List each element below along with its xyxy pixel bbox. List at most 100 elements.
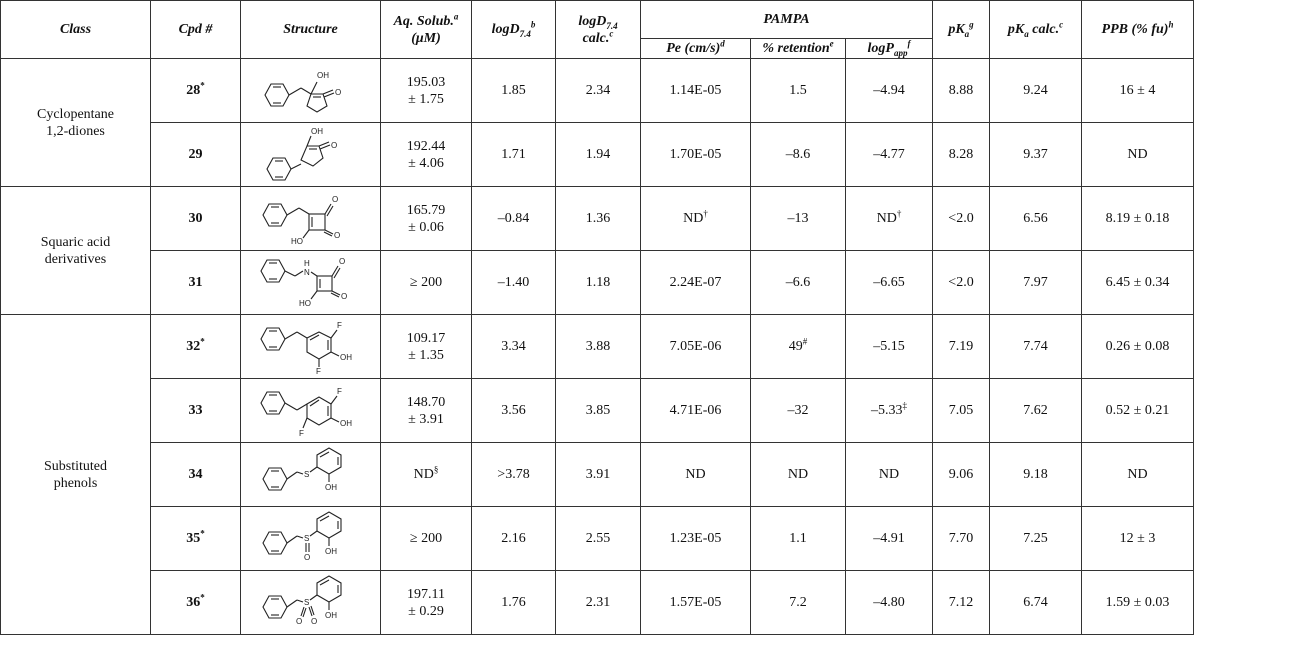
cpd-number: 30 [150,186,241,251]
pampa-pe: ND† [640,186,751,251]
molecule-28-icon: OH O [263,71,341,113]
svg-text:HO: HO [299,299,311,308]
table-row: Substituted phenols 32* F OH [0,314,1194,635]
pka: 8.28 [932,122,990,187]
svg-text:O: O [341,292,347,301]
table-row: 35* S O OH [1,506,1194,571]
pampa-logp: –4.91 [845,506,933,571]
col-header-logd-calc: logD7.4 calc.c [555,0,641,59]
pka: 7.70 [932,506,990,571]
pka-calc: 7.62 [989,378,1082,443]
aq-solubility: ≥ 200 [380,250,472,315]
pka-calc: 7.74 [989,314,1082,379]
pampa-logp: –4.94 [845,58,933,123]
pampa-retention: –13 [750,186,846,251]
pampa-retention: 7.2 [750,570,846,635]
ppb: 8.19 ± 0.18 [1081,186,1194,251]
pampa-logp: –4.77 [845,122,933,187]
logd: –0.84 [471,186,556,251]
svg-text:O: O [335,88,341,97]
cpd-number: 32* [150,314,241,379]
pka-calc: 9.24 [989,58,1082,123]
pka: 8.88 [932,58,990,123]
structure-cell: O O HO [240,186,381,251]
molecule-33-icon: F OH F [259,387,352,438]
cpd-number: 36* [150,570,241,635]
ppb: ND [1081,122,1194,187]
ppb: 1.59 ± 0.03 [1081,570,1194,635]
header-row: Class Cpd # Structure Aq. Solub.a (μM) lo… [0,0,1194,59]
molecule-32-icon: F OH F [259,321,352,376]
logd: >3.78 [471,442,556,507]
table-row: 36* S O O [1,570,1194,635]
svg-text:H: H [304,259,310,268]
pampa-logp: ND [845,442,933,507]
logd-calc: 3.91 [555,442,641,507]
logd-calc: 2.31 [555,570,641,635]
pampa-pe: 1.23E-05 [640,506,751,571]
structure-cell: OH O [240,122,381,187]
structure-cell: S O O OH [240,570,381,635]
molecule-31-icon: H N O O HO [259,257,347,308]
logd-calc: 1.36 [555,186,641,251]
cpd-number: 34 [150,442,241,507]
ppb: 16 ± 4 [1081,58,1194,123]
pampa-pe: 7.05E-06 [640,314,751,379]
logd-calc: 2.34 [555,58,641,123]
pampa-retention: 1.5 [750,58,846,123]
pampa-pe: 1.57E-05 [640,570,751,635]
svg-text:HO: HO [291,237,303,246]
ppb: 12 ± 3 [1081,506,1194,571]
cpd-number: 31 [150,250,241,315]
col-header-logp: logPappf [845,38,933,59]
col-header-pka-calc: pKa calc.c [989,0,1082,59]
svg-text:O: O [331,141,337,150]
svg-text:S: S [304,598,309,607]
cpd-number: 29 [150,122,241,187]
pka-calc: 9.18 [989,442,1082,507]
svg-text:O: O [304,553,310,562]
cpd-number: 33 [150,378,241,443]
col-header-retention: % retentione [750,38,846,59]
pka: 7.12 [932,570,990,635]
molecule-36-icon: S O O OH [261,574,342,626]
svg-text:OH: OH [325,483,337,492]
logd: 3.56 [471,378,556,443]
pka: <2.0 [932,186,990,251]
logd-calc: 3.85 [555,378,641,443]
ppb: 6.45 ± 0.34 [1081,250,1194,315]
aq-solubility: 109.17 ± 1.35 [380,314,472,379]
properties-table: Class Cpd # Structure Aq. Solub.a (μM) lo… [0,0,1194,635]
structure-cell: H N O O HO [240,250,381,315]
header-subrow: Pe (cm/s)d % retentione logPappf [1,38,1194,59]
svg-text:N: N [304,268,310,277]
pampa-retention: –8.6 [750,122,846,187]
molecule-34-icon: S OH [261,446,342,492]
table-row: Squaric acid derivatives 30 O O [0,186,1194,315]
pampa-logp: ND† [845,186,933,251]
aq-solubility: 165.79 ± 0.06 [380,186,472,251]
col-header-aq-solub: Aq. Solub.a (μM) [380,0,472,59]
pka: 9.06 [932,442,990,507]
pampa-pe: 1.70E-05 [640,122,751,187]
logd: 2.16 [471,506,556,571]
svg-text:F: F [337,387,342,396]
cpd-number: 35* [150,506,241,571]
aq-solubility: 148.70 ± 3.91 [380,378,472,443]
class-cell-cyclopentane: Cyclopentane 1,2-diones [0,58,151,187]
pampa-logp: –5.33‡ [845,378,933,443]
col-header-pe: Pe (cm/s)d [640,38,751,59]
col-header-class: Class [0,0,151,59]
table-row: 29 OH O 192.44 ± 4.06 1.71 1.94 [1,122,1194,187]
svg-text:O: O [339,257,345,266]
col-header-cpd: Cpd # [150,0,241,59]
pampa-retention: –32 [750,378,846,443]
table-row: 33 F OH F 1 [1,378,1194,443]
col-header-pampa: PAMPA [640,0,933,39]
pampa-retention: ND [750,442,846,507]
molecule-29-icon: OH O [265,127,337,181]
class-cell-phenols: Substituted phenols [0,314,151,635]
pka-calc: 6.56 [989,186,1082,251]
pka: 7.19 [932,314,990,379]
ppb: 0.26 ± 0.08 [1081,314,1194,379]
